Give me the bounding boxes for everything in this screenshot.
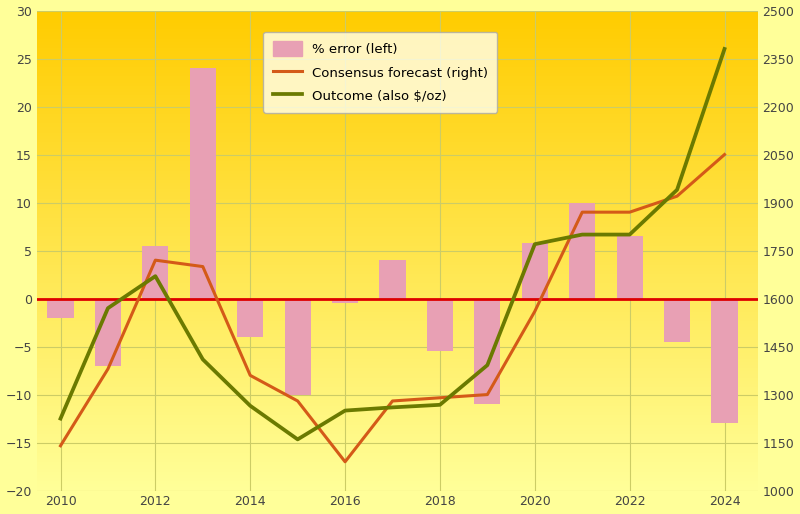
Bar (332, 299, 358, 303)
Bar (427, 299, 453, 352)
Bar (664, 299, 690, 342)
Bar (47, 299, 74, 318)
Bar (237, 299, 263, 337)
Bar (95, 299, 121, 366)
Bar (711, 299, 738, 424)
Bar (522, 243, 548, 299)
Bar (142, 246, 169, 299)
Bar (285, 299, 310, 395)
Bar (190, 68, 216, 299)
Bar (617, 236, 642, 299)
Bar (569, 203, 595, 299)
Bar (474, 299, 501, 404)
Bar (379, 260, 406, 299)
Legend: % error (left), Consensus forecast (right), Outcome (also $/oz): % error (left), Consensus forecast (righ… (263, 31, 498, 113)
